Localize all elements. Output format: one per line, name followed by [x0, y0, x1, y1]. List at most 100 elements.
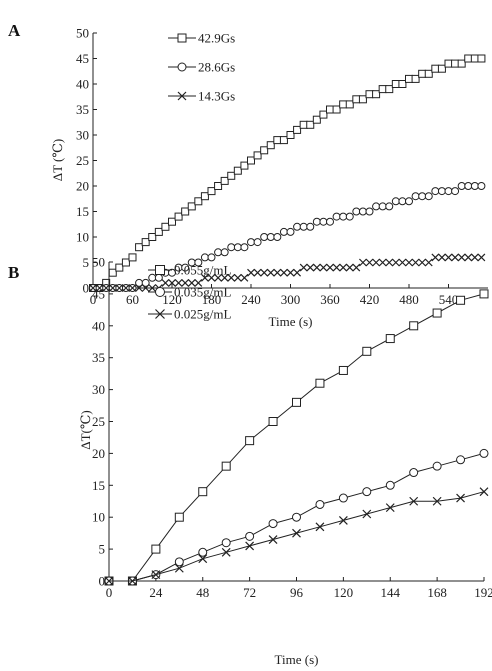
data-point — [135, 284, 144, 292]
series-b-1 — [104, 289, 489, 586]
data-point — [214, 273, 223, 282]
data-point — [470, 253, 479, 262]
data-point — [161, 222, 170, 231]
data-point — [245, 541, 255, 551]
data-point — [200, 253, 209, 262]
x-tick-label-a: 300 — [281, 292, 301, 307]
legend-label: 14.3Gs — [198, 89, 235, 104]
x-tick-label-a: 60 — [126, 292, 139, 307]
data-point — [279, 268, 288, 277]
y-tick-label-b: 25 — [92, 414, 105, 429]
y-tick-label-a: 30 — [76, 128, 89, 143]
data-point — [312, 263, 321, 272]
data-point — [456, 295, 466, 305]
data-point — [432, 461, 442, 471]
y-tick-label-b: 50 — [92, 255, 105, 270]
legend-marker — [177, 91, 187, 101]
data-point — [293, 268, 302, 277]
x-tick-label-a: 120 — [162, 292, 182, 307]
data-point — [444, 59, 453, 68]
data-point — [260, 268, 269, 277]
data-point — [128, 253, 137, 262]
data-point — [200, 192, 209, 201]
data-point — [378, 85, 387, 94]
series-line-b-1 — [109, 293, 485, 582]
data-point — [168, 278, 176, 287]
data-point — [418, 258, 427, 267]
data-point — [411, 74, 420, 83]
data-point — [207, 273, 216, 282]
data-point — [89, 284, 97, 292]
data-point — [338, 493, 348, 503]
data-point — [479, 448, 489, 458]
data-point — [233, 243, 242, 252]
data-point — [253, 238, 262, 247]
data-point — [385, 334, 395, 344]
data-point — [470, 54, 479, 63]
data-point — [398, 80, 407, 88]
x-tick-label-b: 144 — [381, 585, 401, 600]
data-point — [247, 268, 255, 277]
y-tick-label-a: 40 — [76, 77, 89, 92]
data-point — [292, 512, 301, 522]
data-point — [385, 480, 395, 490]
data-point — [227, 273, 236, 282]
series-a-3 — [89, 253, 486, 292]
data-point — [464, 54, 473, 63]
y-tick-label-b: 45 — [92, 286, 105, 301]
data-point — [418, 192, 427, 201]
data-point — [299, 120, 308, 129]
data-point — [253, 268, 262, 277]
legend-item-a-1: 42.9Gs — [168, 31, 235, 46]
x-tick-label-b: 168 — [427, 585, 447, 600]
data-point — [451, 253, 460, 262]
data-point — [299, 263, 308, 272]
x-tick-label-a: 540 — [439, 292, 459, 307]
data-point — [444, 187, 453, 196]
data-point — [181, 278, 190, 287]
y-tick-label-a: 10 — [76, 230, 89, 245]
data-point — [247, 156, 255, 165]
y-tick-label-a: 5 — [83, 255, 90, 270]
data-point — [339, 263, 348, 272]
data-point — [424, 258, 433, 267]
data-point — [479, 289, 489, 299]
data-point — [128, 284, 137, 292]
data-point — [418, 69, 427, 78]
data-point — [470, 182, 479, 190]
data-point — [345, 100, 354, 109]
data-point — [266, 268, 275, 277]
data-point — [293, 222, 302, 231]
y-tick-label-b: 40 — [92, 318, 105, 333]
data-point — [187, 202, 196, 211]
data-point — [444, 253, 453, 262]
data-point — [339, 212, 348, 221]
data-point — [431, 64, 440, 73]
data-point — [286, 131, 295, 139]
data-point — [247, 238, 255, 247]
legend-item-b-1: 0.055g/mL — [148, 263, 231, 278]
data-point — [141, 284, 150, 292]
legend-item-a-2: 28.6Gs — [168, 60, 235, 75]
data-point — [479, 487, 489, 497]
data-point — [431, 253, 440, 262]
data-point — [319, 263, 328, 272]
data-point — [168, 268, 176, 277]
data-point — [457, 59, 466, 68]
data-point — [266, 141, 275, 150]
x-tick-label-a: 480 — [399, 292, 419, 307]
data-point — [168, 217, 176, 226]
data-point — [148, 284, 157, 292]
data-point — [437, 253, 446, 262]
y-tick-label-b: 0 — [99, 574, 106, 589]
y-axis-label-a: ΔT (℃) — [50, 139, 65, 182]
legend-label: 0.035g/mL — [174, 285, 231, 300]
data-point — [362, 346, 372, 356]
y-tick-label-b: 10 — [92, 510, 105, 525]
data-point — [266, 233, 275, 241]
data-point — [437, 64, 446, 73]
data-point — [431, 187, 440, 196]
data-point — [108, 284, 117, 292]
